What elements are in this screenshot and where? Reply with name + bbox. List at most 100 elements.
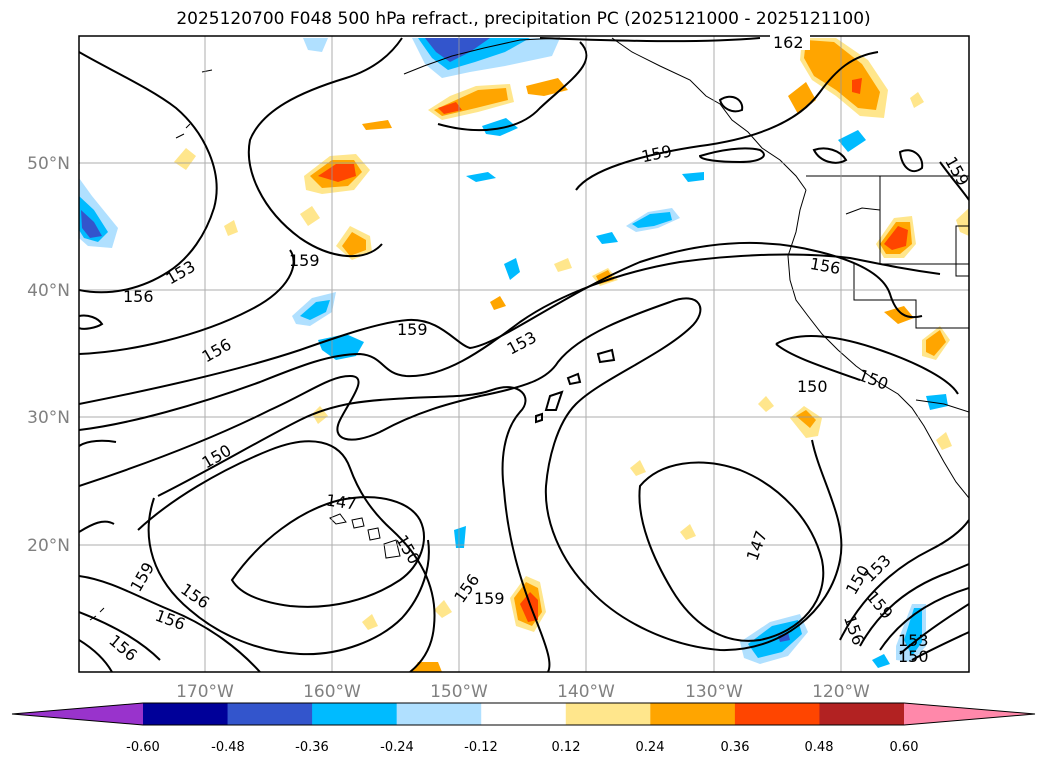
contour-line <box>812 147 848 164</box>
shade-positive <box>804 40 880 110</box>
coastlines <box>89 37 969 621</box>
map-panel <box>78 35 970 673</box>
contour-line <box>79 439 117 447</box>
shade-positive <box>318 164 356 182</box>
contour-label: 147 <box>325 491 358 514</box>
contour-line <box>638 461 825 642</box>
shade-negative <box>838 130 866 152</box>
lat-label: 40°N <box>27 281 70 301</box>
coastline-islands <box>89 69 213 621</box>
contour-label: 150 <box>898 647 929 666</box>
contour-line <box>137 440 436 672</box>
colorbar-segment <box>396 703 482 725</box>
contour-label: 150 <box>797 377 828 396</box>
shade-positive <box>342 232 366 256</box>
shade-positive <box>362 120 392 130</box>
shade-negative <box>504 258 520 280</box>
contour-line <box>247 37 403 257</box>
shade-positive <box>926 330 946 356</box>
gridlines <box>79 36 969 672</box>
longitude-labels: 170°W 160°W 150°W 140°W 130°W 120°W <box>176 682 870 702</box>
contour-labels: 162 159 159 153 156 159 156 159 153 156 … <box>105 32 973 666</box>
colorbar-tick-label: -0.60 <box>126 740 160 755</box>
shade-positive <box>910 92 924 108</box>
shade-positive <box>852 78 862 94</box>
shade-negative <box>596 232 618 244</box>
shade-positive <box>554 258 572 272</box>
contour-label: 156 <box>123 287 154 306</box>
colorbar-segment <box>734 703 820 725</box>
shade-positive <box>438 102 462 114</box>
contour-line <box>79 314 104 330</box>
colorbar-segment <box>481 703 567 725</box>
shade-negative <box>303 38 328 52</box>
shade-positive <box>680 524 696 540</box>
shade-positive <box>796 410 816 428</box>
shade-positive <box>312 406 328 424</box>
lon-label: 160°W <box>303 682 361 702</box>
colorbar-tick-label: 0.48 <box>805 740 834 755</box>
colorbar-tick-label: -0.36 <box>295 740 329 755</box>
contour-line <box>437 41 588 132</box>
shade-negative <box>454 526 466 548</box>
colorbar-extend-right <box>904 703 1035 725</box>
contour-line <box>575 51 879 191</box>
shade-negative <box>926 394 948 410</box>
colorbar-segments <box>12 703 1035 725</box>
contour-line <box>698 147 765 164</box>
colorbar-segment <box>312 703 398 725</box>
colorbar-segment <box>650 703 736 725</box>
border-states-2 <box>853 264 969 329</box>
colorbar-segment <box>143 703 229 725</box>
colorbar-segment <box>227 703 313 725</box>
contour-line <box>939 161 969 201</box>
shade-positive <box>412 662 442 672</box>
colorbar-segment <box>819 703 905 725</box>
contour-line <box>775 335 959 395</box>
shade-negative <box>904 608 922 656</box>
colorbar-tick-label: 0.36 <box>721 740 750 755</box>
colorbar-tick-label: 0.24 <box>636 740 665 755</box>
contour-line <box>539 37 761 43</box>
contour-line <box>79 611 161 672</box>
colorbar-tick-label: 0.12 <box>552 740 581 755</box>
colorbar-tick-label: -0.48 <box>211 740 245 755</box>
contour-label: 159 <box>289 251 320 270</box>
lon-label: 170°W <box>176 682 234 702</box>
shade-negative <box>425 38 490 62</box>
shade-positive <box>174 148 196 170</box>
lon-label: 140°W <box>557 682 615 702</box>
coastline-bc <box>787 189 969 499</box>
colorbar-outline <box>11 702 1036 726</box>
lat-label: 30°N <box>27 408 70 428</box>
contour-label: 159 <box>397 320 428 339</box>
contour-line <box>157 386 551 672</box>
lon-label: 120°W <box>812 682 870 702</box>
shade-negative <box>482 118 518 136</box>
contour-label: 159 <box>474 589 505 608</box>
contour-line <box>839 519 969 661</box>
contour-label: 153 <box>898 631 929 650</box>
border-mexico <box>915 399 969 413</box>
map-frame <box>78 35 970 673</box>
latitude-labels: 50°N 40°N 30°N 20°N <box>27 154 70 556</box>
contour-line <box>898 149 924 173</box>
shade-negative <box>682 172 704 182</box>
shade-negative <box>466 172 496 182</box>
shade-positive <box>224 220 238 236</box>
shade-negative <box>872 654 890 668</box>
contour-line <box>230 496 425 608</box>
shade-positive <box>490 296 506 310</box>
shade-positive <box>884 226 908 250</box>
colorbar-tick-label: -0.24 <box>380 740 414 755</box>
colorbar-tick-label: 0.60 <box>890 740 919 755</box>
border-states-3 <box>955 225 969 277</box>
contours <box>79 37 969 672</box>
shade-positive <box>362 614 378 630</box>
contour-label: 162 <box>773 33 804 52</box>
colorbar-labels: -0.60 -0.48 -0.36 -0.24 -0.12 0.12 0.24 … <box>126 740 918 755</box>
shade-positive <box>300 206 320 226</box>
shade-positive <box>758 396 774 412</box>
contour-line <box>79 297 843 652</box>
